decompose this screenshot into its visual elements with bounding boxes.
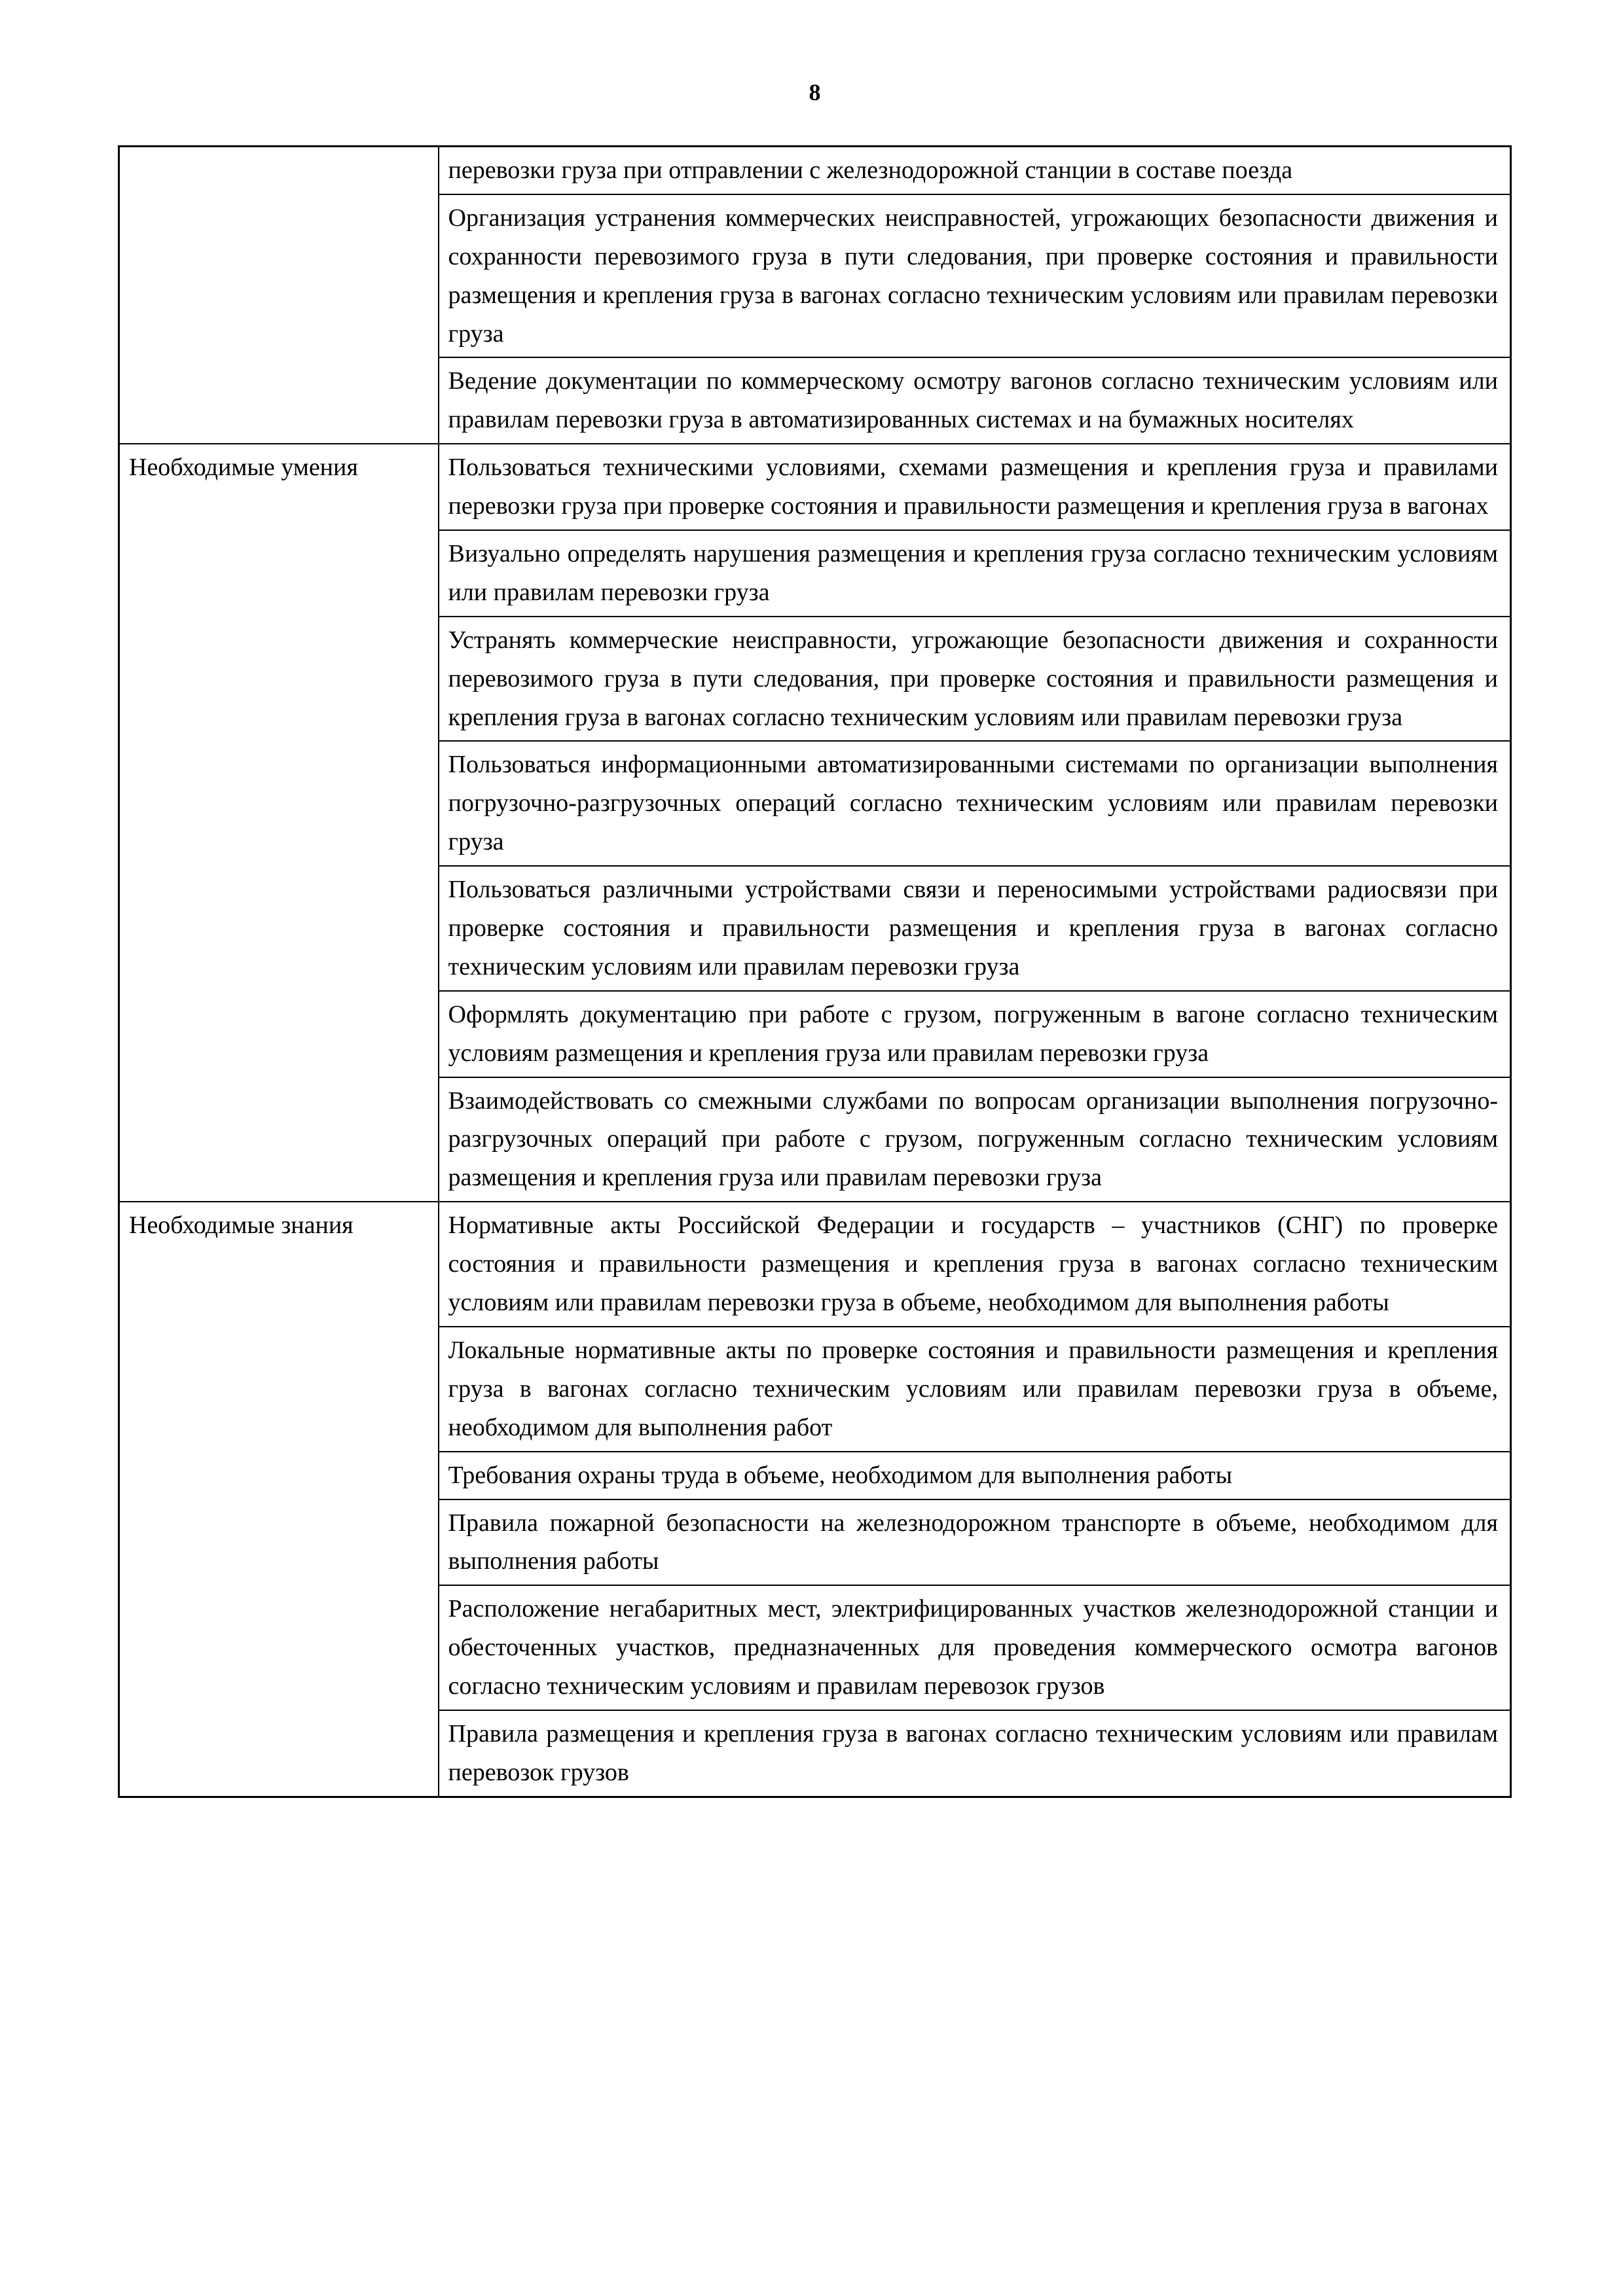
page-number: 8 bbox=[118, 79, 1512, 106]
table-row: Необходимые знания Нормативные акты Росс… bbox=[119, 1202, 1511, 1327]
cell-content: Локальные нормативные акты по проверке с… bbox=[439, 1327, 1511, 1452]
cell-content: Оформлять документацию при работе с груз… bbox=[439, 991, 1511, 1077]
cell-content: Визуально определять нарушения размещени… bbox=[439, 530, 1511, 617]
section-label: Необходимые знания bbox=[119, 1202, 439, 1797]
cell-content: Правила пожарной безопасности на железно… bbox=[439, 1499, 1511, 1586]
cell-content: Организация устранения коммерческих неис… bbox=[439, 194, 1511, 358]
table-row: Необходимые умения Пользоваться техничес… bbox=[119, 444, 1511, 530]
section-label: Необходимые умения bbox=[119, 444, 439, 1202]
cell-content: перевозки груза при отправлении с железн… bbox=[439, 147, 1511, 194]
cell-content: Расположение негабаритных мест, электриф… bbox=[439, 1585, 1511, 1710]
cell-content: Правила размещения и крепления груза в в… bbox=[439, 1710, 1511, 1797]
cell-content: Нормативные акты Российской Федерации и … bbox=[439, 1202, 1511, 1327]
cell-content: Пользоваться информационными автоматизир… bbox=[439, 741, 1511, 866]
cell-content: Требования охраны труда в объеме, необхо… bbox=[439, 1452, 1511, 1499]
cell-content: Взаимодействовать со смежными службами п… bbox=[439, 1077, 1511, 1202]
cell-content: Пользоваться техническими условиями, схе… bbox=[439, 444, 1511, 530]
section-label bbox=[119, 147, 439, 444]
table-body: перевозки груза при отправлении с железн… bbox=[119, 147, 1511, 1797]
table-row: перевозки груза при отправлении с железн… bbox=[119, 147, 1511, 194]
cell-content: Ведение документации по коммерческому ос… bbox=[439, 357, 1511, 444]
cell-content: Пользоваться различными устройствами свя… bbox=[439, 866, 1511, 991]
cell-content: Устранять коммерческие неисправности, уг… bbox=[439, 617, 1511, 742]
document-table: перевозки груза при отправлении с железн… bbox=[118, 145, 1512, 1798]
